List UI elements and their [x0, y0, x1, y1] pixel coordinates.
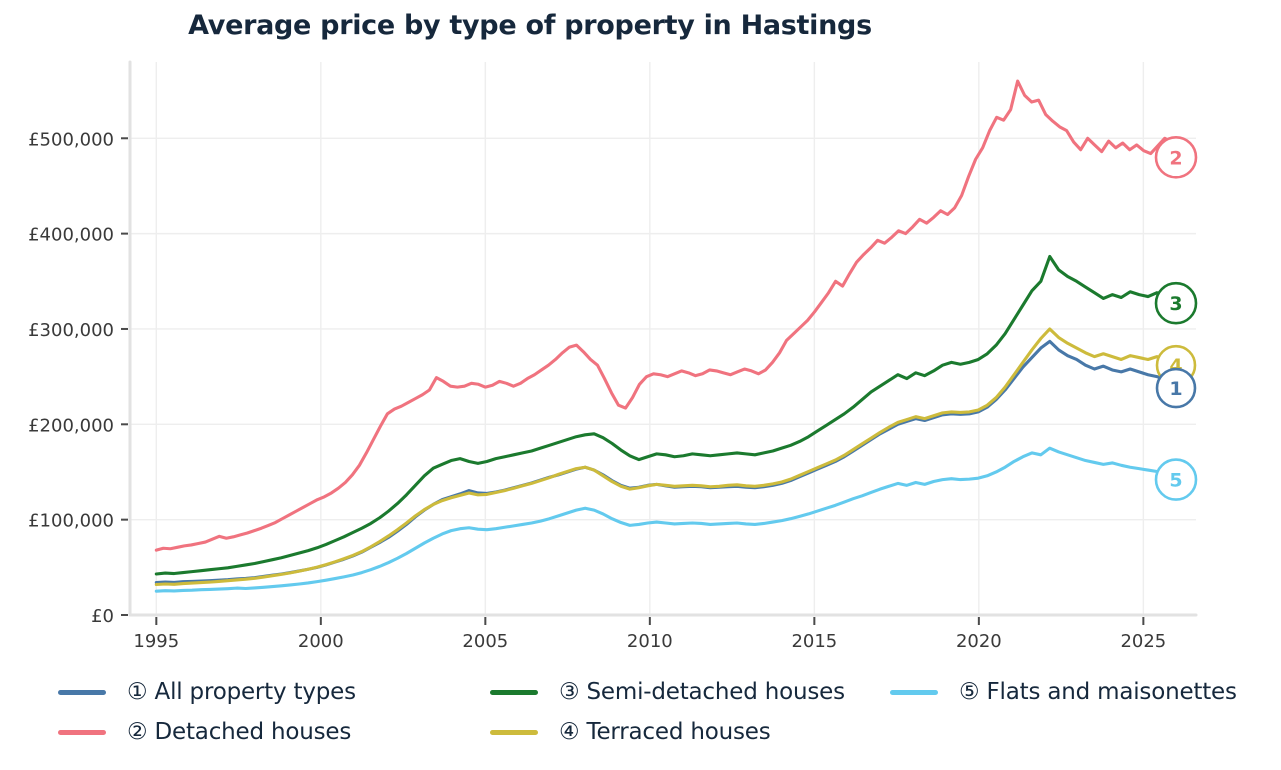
- series-line-semi-detached-houses[interactable]: [154, 254, 1195, 576]
- x-axis-tick-label: 2000: [298, 631, 344, 652]
- legend-label: ① All property types: [127, 679, 356, 705]
- legend-swatch-line-icon: [58, 729, 106, 735]
- legend-label: ④ Terraced houses: [559, 719, 771, 745]
- y-axis-tick-label: £100,000: [28, 511, 114, 532]
- badge-circle: [1154, 458, 1198, 501]
- y-axis-tick-label: £500,000: [28, 129, 114, 150]
- legend-swatch-line-icon: [58, 689, 106, 695]
- badge-number: 2: [1169, 147, 1182, 169]
- series-end-badge-detached-houses[interactable]: 2: [1154, 136, 1198, 179]
- badge-circle: [1154, 281, 1198, 325]
- series-end-badge-flats-and-maisonettes[interactable]: 5: [1154, 458, 1198, 501]
- x-axis-tick-label: 2025: [1120, 631, 1166, 652]
- x-axis-tick-label: 1995: [133, 631, 179, 652]
- legend-swatch-line-icon: [890, 689, 938, 695]
- legend-row-1: ① All property types ③ Semi-detached hou…: [58, 672, 1273, 712]
- badge-number: 5: [1169, 470, 1182, 492]
- legend-label: ⑤ Flats and maisonettes: [959, 679, 1237, 705]
- page-title: Average price by type of property in Has…: [188, 10, 872, 41]
- series-line-detached-houses[interactable]: [154, 79, 1195, 552]
- badge-number: 1: [1169, 378, 1182, 400]
- y-axis-tick-label: £200,000: [28, 415, 114, 436]
- series-line-flats-and-maisonettes[interactable]: [154, 446, 1195, 593]
- series-end-badge-semi-detached-houses[interactable]: 3: [1154, 281, 1198, 325]
- y-axis-tick-label: £0: [91, 606, 114, 627]
- legend-label: ③ Semi-detached houses: [559, 679, 845, 705]
- legend-label: ② Detached houses: [127, 719, 352, 745]
- legend-swatch-line-icon: [490, 689, 538, 695]
- legend-item-flats-and-maisonettes[interactable]: ⑤ Flats and maisonettes: [890, 679, 1270, 705]
- x-axis-tick-label: 2005: [462, 631, 508, 652]
- line-chart-plot: £0 £100,000 £200,000 £300,000 £400,000 £500,0…: [28, 60, 1198, 652]
- legend-row-2: ② Detached houses ④ Terraced houses: [58, 712, 1273, 752]
- legend-swatch-line-icon: [490, 729, 538, 735]
- series-line-all-property-types[interactable]: [154, 339, 1195, 585]
- y-axis-tick-label: £400,000: [28, 225, 114, 246]
- y-axis-tick-label: £300,000: [28, 320, 114, 341]
- legend-item-all-property-types[interactable]: ① All property types: [58, 679, 490, 705]
- series-line-terraced-houses[interactable]: [154, 327, 1195, 587]
- series-end-badge-all-property-types[interactable]: 1: [1155, 367, 1197, 409]
- legend-item-semi-detached-houses[interactable]: ③ Semi-detached houses: [490, 679, 890, 705]
- legend-item-detached-houses[interactable]: ② Detached houses: [58, 719, 490, 745]
- chart-legend: ① All property types ③ Semi-detached hou…: [58, 672, 1273, 752]
- x-axis-tick-label: 2020: [956, 631, 1002, 652]
- badge-circle: [1155, 367, 1197, 409]
- legend-item-terraced-houses[interactable]: ④ Terraced houses: [490, 719, 890, 745]
- badge-circle: [1154, 136, 1198, 179]
- x-axis-tick-label: 2015: [791, 631, 837, 652]
- badge-number: 3: [1169, 293, 1182, 315]
- x-axis-tick-label: 2010: [627, 631, 673, 652]
